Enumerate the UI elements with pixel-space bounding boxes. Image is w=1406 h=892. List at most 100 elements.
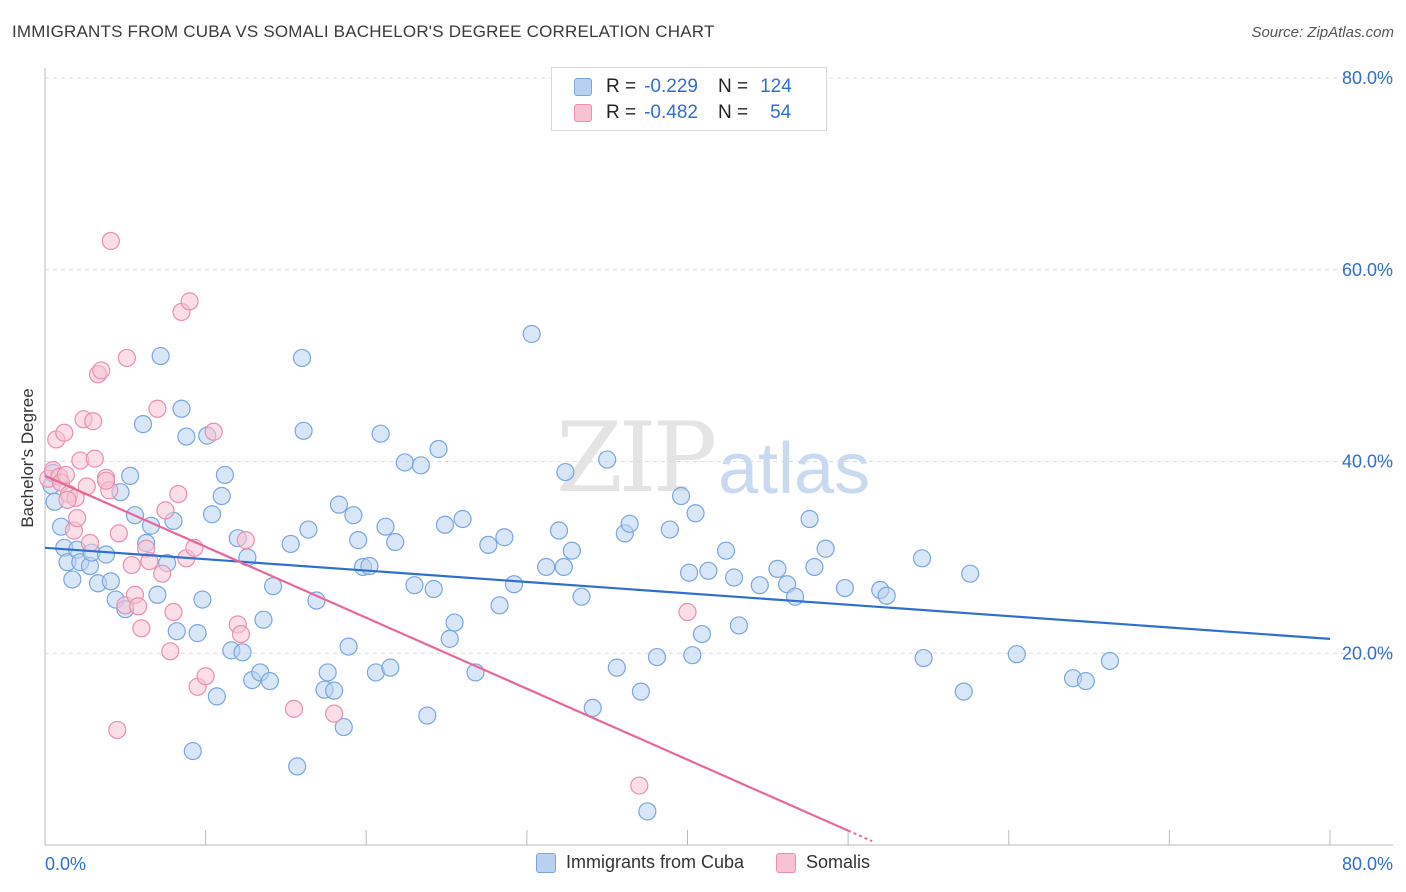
point-somalis <box>101 231 120 251</box>
point-cuba <box>961 564 980 583</box>
point-cuba <box>554 557 573 577</box>
point-cuba <box>686 504 705 523</box>
point-cuba <box>202 505 222 524</box>
point-somalis <box>153 564 172 583</box>
point-somalis <box>678 602 697 622</box>
series-legend: Immigrants from Cuba Somalis <box>0 852 1406 873</box>
point-cuba <box>556 462 575 482</box>
point-somalis <box>132 619 151 638</box>
point-cuba <box>167 622 186 641</box>
point-cuba <box>835 578 855 598</box>
point-cuba <box>292 348 312 368</box>
r-value: -0.229 <box>644 76 698 97</box>
point-cuba <box>572 587 591 606</box>
point-cuba <box>376 517 395 536</box>
point-cuba <box>318 663 337 682</box>
point-cuba <box>440 629 459 648</box>
point-cuba <box>699 561 718 580</box>
point-cuba <box>1076 671 1095 691</box>
point-cuba <box>411 456 430 475</box>
point-somalis <box>630 776 649 795</box>
point-cuba <box>215 465 234 485</box>
point-cuba <box>583 698 602 717</box>
point-cuba <box>598 450 617 469</box>
source-credit: Source: ZipAtlas.com <box>1251 24 1394 41</box>
point-somalis <box>231 624 251 644</box>
point-cuba <box>307 591 326 610</box>
point-cuba <box>607 658 626 677</box>
point-somalis <box>92 361 111 380</box>
point-cuba <box>96 545 116 564</box>
watermark-zip: ZIP <box>556 402 717 514</box>
y-tick-label: 40.0% <box>1342 452 1393 472</box>
point-somalis <box>196 667 215 686</box>
point-cuba <box>329 495 349 514</box>
point-somalis <box>180 292 199 311</box>
trend-line-somalis <box>44 474 849 832</box>
point-cuba <box>680 563 699 582</box>
axis-labels: 20.0% 40.0% 60.0% 80.0% 0.0% 80.0% Bachelor's … <box>18 68 1393 874</box>
point-cuba <box>188 624 207 643</box>
point-somalis <box>80 533 100 553</box>
point-cuba <box>260 671 279 691</box>
point-somalis <box>109 524 128 543</box>
x-tick-label: 0.0% <box>45 854 86 874</box>
point-cuba <box>183 741 202 761</box>
correlation-legend: R = -0.229 N = 124 R = -0.482 N = 54 <box>551 67 827 131</box>
point-somalis <box>68 508 87 528</box>
legend-item-somalis[interactable]: Somalis <box>776 852 870 873</box>
point-cuba <box>479 535 498 555</box>
point-cuba <box>786 587 805 606</box>
point-cuba <box>631 682 651 701</box>
point-cuba <box>1100 651 1120 671</box>
point-somalis <box>164 602 183 622</box>
chart-title: IMMIGRANTS FROM CUBA VS SOMALI BACHELOR'… <box>12 22 715 41</box>
legend-swatch-somalis <box>776 852 797 873</box>
point-cuba <box>207 687 226 706</box>
point-somalis <box>284 699 304 718</box>
point-cuba <box>522 324 541 344</box>
point-cuba <box>63 570 82 589</box>
point-somalis <box>169 484 188 504</box>
point-cuba <box>537 557 556 577</box>
legend-swatch-somalis <box>574 104 592 122</box>
point-cuba <box>424 579 443 599</box>
point-cuba <box>254 610 273 629</box>
axes <box>44 68 1393 846</box>
point-somalis <box>140 552 159 571</box>
point-somalis <box>129 597 148 616</box>
point-cuba <box>151 346 170 366</box>
point-cuba <box>671 486 691 506</box>
legend-label-cuba: Immigrants from Cuba <box>565 852 745 872</box>
point-cuba <box>647 647 667 667</box>
point-cuba <box>549 521 569 540</box>
point-somalis <box>156 501 175 520</box>
point-cuba <box>504 575 524 594</box>
point-somalis <box>108 720 127 740</box>
y-tick-label: 80.0% <box>1342 68 1393 88</box>
point-cuba <box>344 506 363 525</box>
point-somalis <box>148 399 167 418</box>
watermark-atlas: atlas <box>718 429 871 509</box>
point-cuba <box>418 706 437 725</box>
n-label: N = <box>717 102 749 123</box>
point-somalis <box>58 490 77 509</box>
legend-row-somalis: R = -0.482 N = 54 <box>574 101 791 125</box>
point-cuba <box>453 509 472 529</box>
point-cuba <box>193 590 212 609</box>
point-somalis <box>325 704 344 723</box>
point-cuba <box>121 466 140 485</box>
point-cuba <box>429 439 448 459</box>
point-cuba <box>954 682 973 701</box>
point-cuba <box>148 585 167 604</box>
point-cuba <box>281 534 300 554</box>
trend-lines <box>44 474 1331 843</box>
trend-line-cuba <box>44 546 1331 640</box>
point-cuba <box>562 541 581 560</box>
x-tick-label: 80.0% <box>1342 854 1393 874</box>
point-cuba <box>620 514 639 533</box>
point-cuba <box>1007 645 1026 664</box>
legend-item-cuba[interactable]: Immigrants from Cuba <box>535 852 745 873</box>
point-cuba <box>724 568 744 587</box>
point-cuba <box>435 515 455 534</box>
